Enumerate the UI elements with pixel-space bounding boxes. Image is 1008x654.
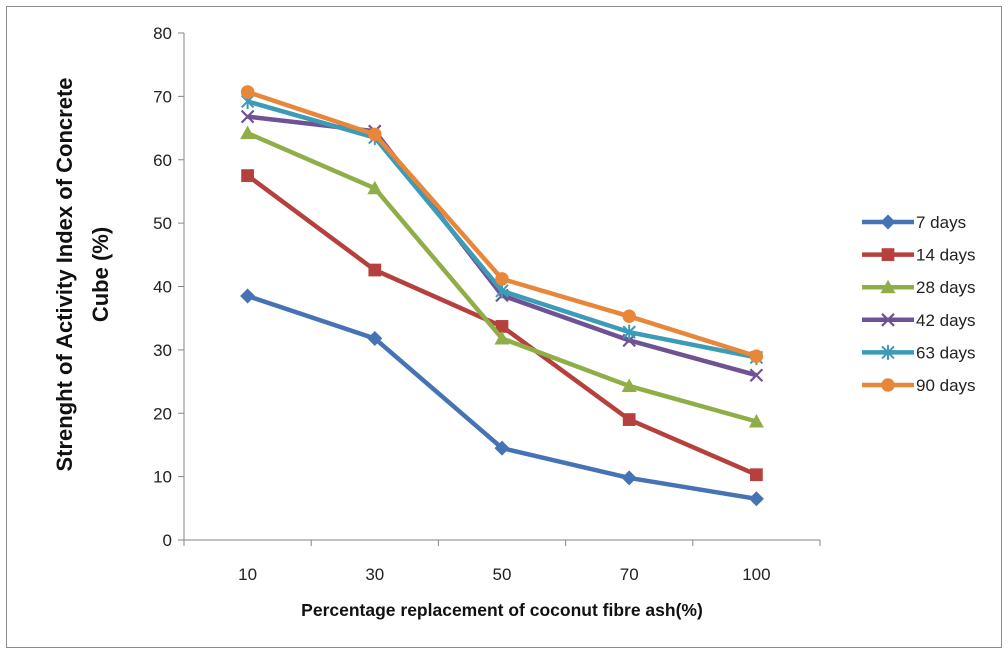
y-tick-label: 40 (153, 278, 172, 297)
diamond-marker (880, 214, 896, 230)
data-point (748, 413, 764, 428)
data-point (240, 125, 256, 140)
series-28-days (240, 125, 764, 428)
circle-marker (368, 127, 382, 142)
x-marker (240, 109, 255, 124)
data-point (240, 288, 256, 304)
legend-label: 7 days (916, 213, 966, 232)
series-7-days (240, 288, 764, 507)
data-point (494, 440, 510, 456)
data-point (749, 349, 764, 363)
diamond-marker (748, 491, 764, 507)
legend-label: 90 days (916, 376, 976, 395)
legend-item[interactable]: 42 days (862, 311, 976, 330)
x-marker (749, 368, 764, 383)
data-point (622, 309, 636, 324)
legend-marker (881, 248, 895, 261)
triangle-marker (494, 330, 510, 345)
circle-marker (240, 85, 255, 99)
data-point (749, 368, 764, 383)
y-axis-title: Strenght of Activity Index of Concrete Cu… (52, 77, 113, 471)
y-tick-label: 20 (153, 404, 172, 423)
legend-label: 28 days (916, 278, 976, 297)
data-point (495, 272, 509, 286)
star-marker (622, 324, 636, 340)
data-point (240, 85, 255, 99)
legend-item[interactable]: 90 days (862, 376, 976, 395)
legend-marker (881, 378, 895, 392)
square-marker (750, 468, 763, 482)
x-tick-label: 70 (620, 565, 639, 584)
legend-marker (881, 313, 895, 327)
legend-marker (880, 279, 896, 294)
circle-marker (495, 272, 509, 286)
series-line (246, 89, 758, 359)
x-axis-title: Percentage replacement of coconut fibre … (301, 600, 703, 620)
data-point (368, 127, 382, 142)
data-point (621, 378, 637, 392)
data-point (494, 330, 510, 345)
legend-label: 63 days (916, 343, 976, 362)
axes: 0 10 20 30 40 50 60 70 80 10 30 50 70 100 (153, 24, 821, 584)
legend-marker (880, 214, 896, 230)
legend-marker (881, 344, 895, 360)
legend-item[interactable]: 63 days (862, 343, 976, 362)
y-tick-label: 0 (163, 531, 172, 550)
data-point (495, 320, 509, 333)
diamond-marker (494, 440, 510, 456)
triangle-marker (240, 125, 256, 140)
data-point (622, 413, 636, 426)
legend-item[interactable]: 28 days (862, 278, 976, 297)
x-tick-label: 10 (238, 565, 257, 584)
y-tick-label: 60 (153, 151, 172, 170)
square-marker (241, 169, 254, 182)
circle-marker (622, 309, 636, 324)
triangle-marker (880, 279, 896, 294)
data-point (495, 283, 509, 299)
data-point (750, 468, 763, 482)
y-tick-label: 70 (153, 87, 172, 106)
legend-label: 42 days (916, 311, 976, 330)
circle-marker (881, 378, 895, 392)
square-marker (368, 263, 382, 277)
series-90-days (240, 85, 764, 363)
square-marker (622, 413, 636, 426)
diamond-marker (621, 470, 637, 486)
diamond-marker (367, 330, 383, 346)
legend[interactable]: 7 days 14 days 28 days 42 days 63 days 90 day… (862, 213, 976, 395)
star-marker (881, 344, 895, 360)
diamond-marker (240, 288, 256, 304)
series-14-days (241, 169, 763, 482)
data-point (748, 491, 764, 507)
triangle-marker (367, 180, 383, 195)
y-axis-title-line: Strenght of Activity Index of Concrete (52, 77, 77, 471)
circle-marker (749, 349, 764, 363)
data-point (367, 180, 383, 195)
x-tick-label: 50 (493, 565, 512, 584)
series-layer (240, 85, 764, 507)
data-point (622, 324, 636, 340)
y-tick-label: 80 (153, 24, 172, 43)
legend-item[interactable]: 14 days (862, 246, 976, 265)
y-axis-title-line: Cube (%) (88, 227, 113, 322)
y-tick-label: 50 (153, 214, 172, 233)
data-point (621, 470, 637, 486)
data-point (368, 263, 382, 277)
y-tick-label: 30 (153, 341, 172, 360)
triangle-marker (621, 378, 637, 392)
x-marker (881, 313, 895, 327)
data-point (241, 169, 254, 182)
x-tick-label: 100 (742, 565, 770, 584)
legend-label: 14 days (916, 246, 976, 265)
square-marker (495, 320, 509, 333)
triangle-marker (748, 413, 764, 428)
y-tick-label: 10 (153, 468, 172, 487)
data-point (240, 109, 255, 124)
legend-item[interactable]: 7 days (862, 213, 966, 232)
star-marker (495, 283, 509, 299)
data-point (367, 330, 383, 346)
square-marker (881, 248, 895, 261)
x-tick-label: 30 (365, 565, 384, 584)
